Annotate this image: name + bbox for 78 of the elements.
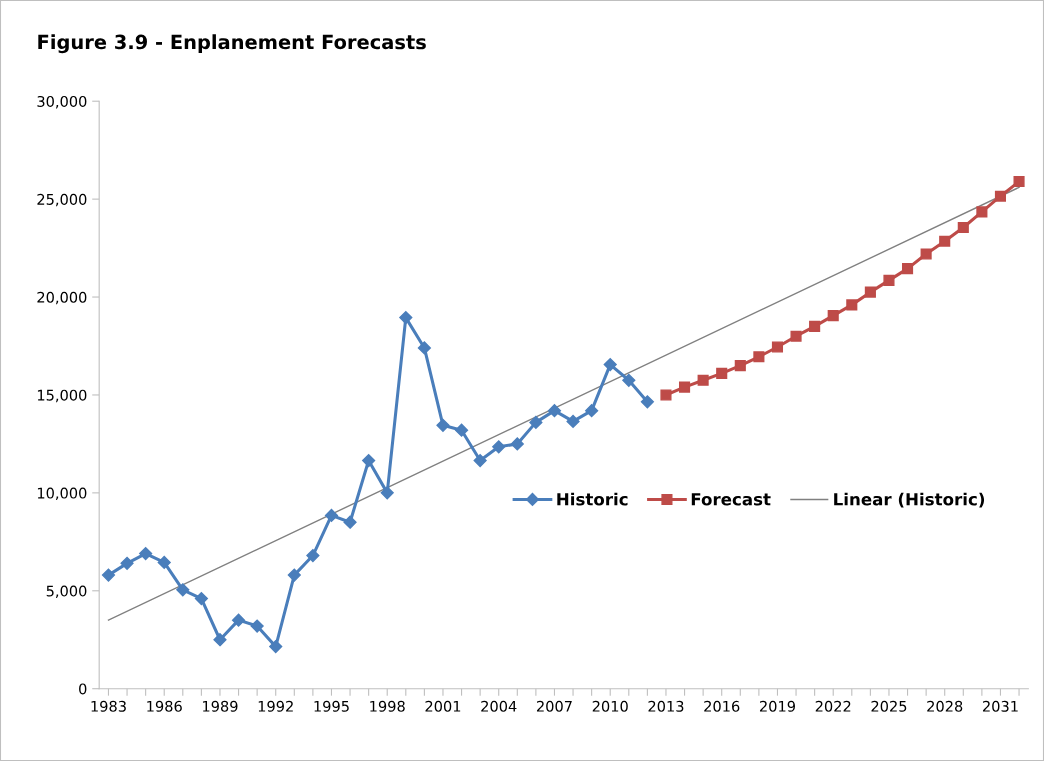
point	[287, 568, 301, 582]
point	[231, 613, 246, 627]
point	[846, 299, 858, 311]
x-tick-label: 1983	[91, 700, 126, 712]
x-tick-label: 2001	[425, 700, 461, 712]
point	[454, 423, 469, 437]
x-tick-label: 2016	[704, 700, 740, 712]
point	[734, 360, 746, 372]
point	[883, 274, 895, 286]
point	[306, 548, 320, 563]
point	[510, 437, 524, 451]
x-tick-label: 1986	[147, 700, 182, 712]
point	[343, 515, 357, 529]
point	[566, 414, 580, 428]
x-tick-label: 1998	[370, 700, 405, 712]
point	[920, 248, 932, 260]
point	[213, 633, 227, 647]
point	[864, 286, 876, 298]
x-tick-label: 2013	[648, 700, 684, 712]
y-tick-label: 30,000	[37, 95, 87, 109]
point	[194, 592, 208, 606]
point	[269, 640, 283, 654]
x-tick-label: 1992	[258, 700, 293, 712]
point	[976, 206, 988, 218]
legend-label: Linear (Historic)	[834, 492, 985, 508]
point	[939, 235, 951, 247]
point	[529, 415, 543, 429]
point	[1013, 175, 1025, 188]
point	[473, 453, 487, 468]
point	[101, 568, 116, 582]
x-tick-label: 2022	[815, 700, 851, 712]
point	[139, 546, 153, 561]
point	[176, 583, 190, 597]
point	[716, 367, 728, 379]
x-tick-label: 2004	[481, 700, 517, 712]
point	[809, 320, 821, 332]
point	[994, 190, 1007, 202]
point	[640, 395, 654, 409]
point	[753, 351, 765, 363]
y-tick-label: 0	[79, 683, 87, 695]
point	[120, 556, 134, 570]
x-tick-label: 2019	[759, 700, 795, 712]
point	[547, 404, 562, 418]
legend-label: Forecast	[691, 493, 771, 506]
x-tick-label: 1989	[203, 700, 238, 712]
point	[492, 440, 506, 454]
y-tick-label: 5,000	[46, 585, 87, 599]
x-tick-label: 2007	[536, 700, 572, 712]
x-tick-label: 2028	[927, 700, 963, 712]
point	[901, 263, 914, 275]
x-tick-label: 2025	[871, 700, 907, 712]
point	[697, 374, 709, 386]
point	[362, 453, 376, 468]
point	[678, 381, 691, 393]
chart-title: Figure 3.9 - Enplanement Forecasts	[38, 34, 426, 54]
point	[380, 486, 394, 500]
x-tick-label: 2031	[982, 700, 1018, 712]
point	[827, 310, 839, 322]
point	[957, 221, 969, 234]
point	[157, 555, 171, 569]
point	[436, 418, 450, 432]
point	[250, 619, 264, 633]
legend-label: Historic	[557, 492, 628, 506]
point	[417, 341, 431, 355]
point	[790, 330, 802, 342]
point	[585, 404, 599, 418]
y-tick-label: 25,000	[37, 193, 87, 207]
point	[603, 358, 617, 372]
point	[399, 311, 413, 325]
point	[324, 508, 339, 522]
y-tick-label: 10,000	[37, 487, 87, 501]
y-tick-label: 15,000	[37, 389, 87, 403]
x-tick-label: 1995	[314, 700, 349, 712]
point	[771, 341, 784, 353]
point	[660, 389, 672, 401]
point	[622, 373, 636, 387]
y-tick-label: 20,000	[37, 291, 87, 305]
x-tick-label: 2010	[592, 700, 628, 712]
